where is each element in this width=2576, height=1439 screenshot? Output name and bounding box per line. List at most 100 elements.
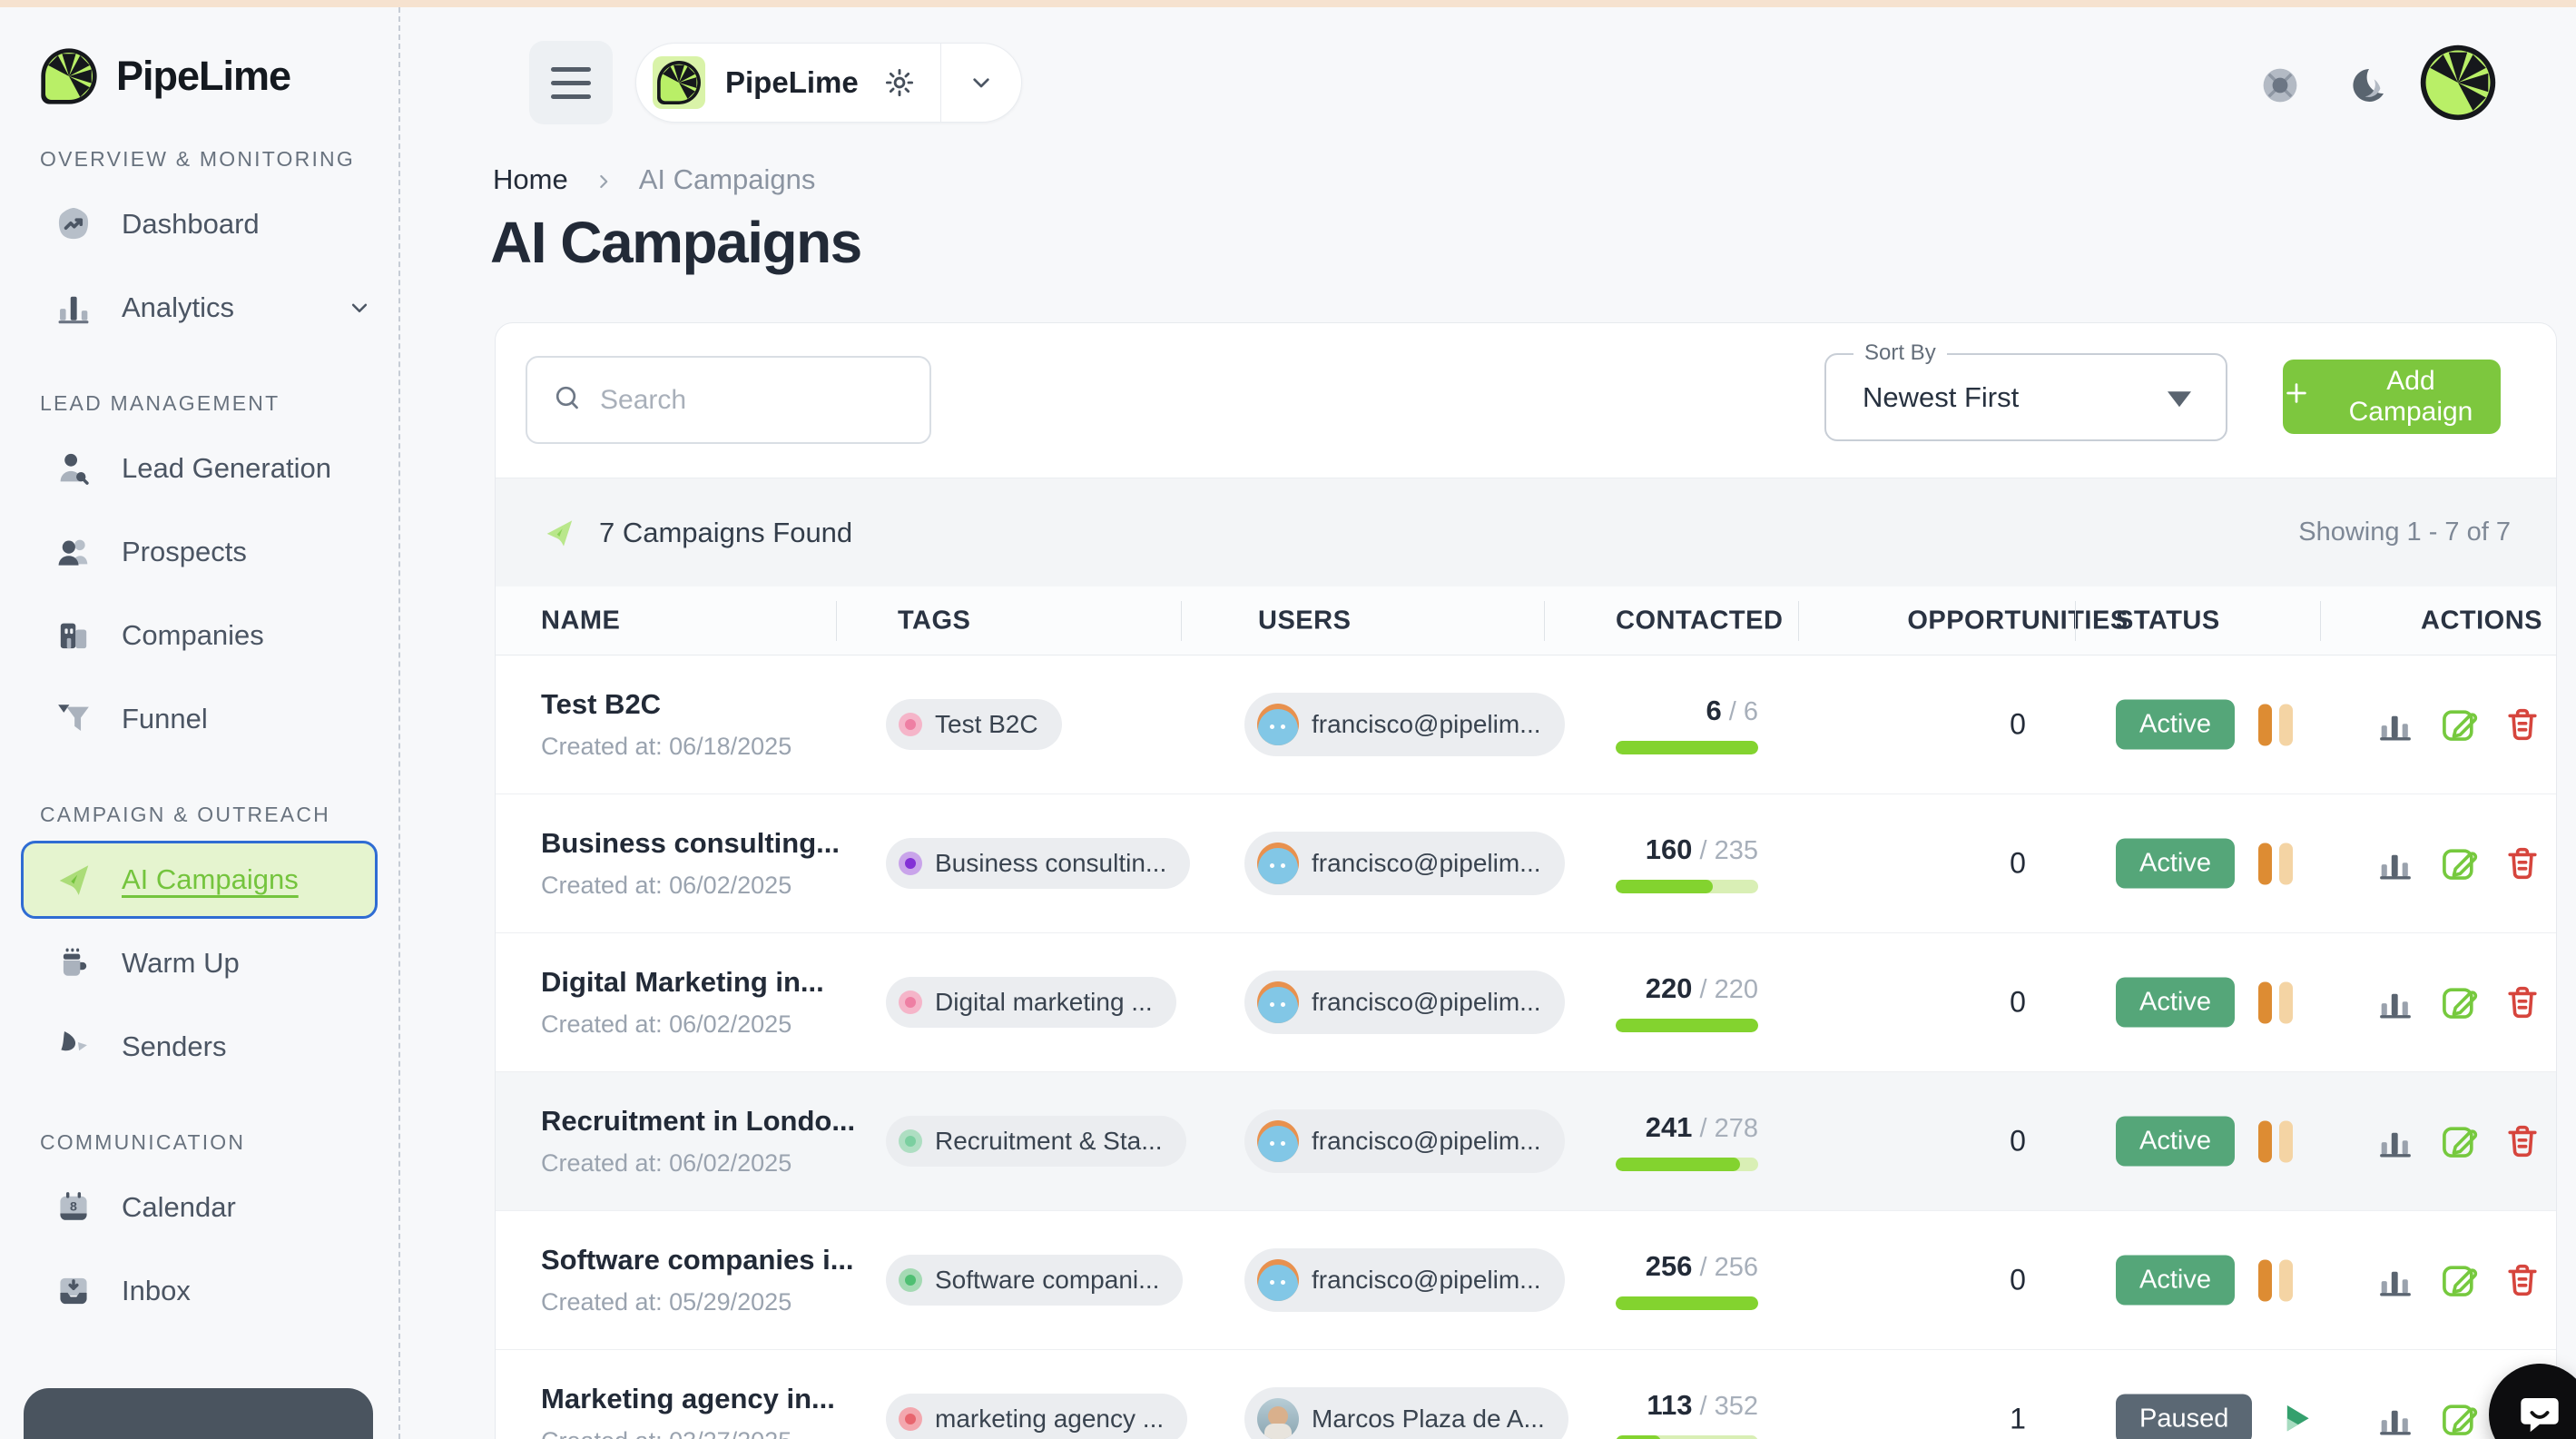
pause-campaign-button[interactable] [2257,981,2293,1023]
campaign-stats-icon[interactable] [2374,1259,2416,1301]
table-row[interactable]: Test B2C Created at: 06/18/2025 Test B2C… [496,655,2556,794]
column-header-status[interactable]: STATUS [2116,606,2220,635]
pause-campaign-button[interactable] [2257,1259,2293,1301]
sidebar-item-warm-up[interactable]: Warm Up [40,922,398,1005]
table-row[interactable]: Digital Marketing in... Created at: 06/0… [496,933,2556,1072]
delete-campaign-icon[interactable] [2502,1259,2543,1301]
sidebar-item-companies[interactable]: Companies [40,594,398,677]
opportunities-value: 0 [2010,707,2026,741]
campaign-created-date: Created at: 03/27/2025 [541,1427,835,1439]
help-icon[interactable] [2258,64,2302,107]
delete-campaign-icon[interactable] [2502,704,2543,745]
sidebar-item-senders[interactable]: Senders [40,1005,398,1089]
sidebar-item-funnel[interactable]: Funnel [40,677,398,761]
column-header-contacted[interactable]: CONTACTED [1616,606,1784,635]
campaign-name[interactable]: Digital Marketing in... [541,966,824,998]
tag-pill: Software compani... [886,1255,1184,1306]
sidebar-item-calendar[interactable]: 8 Calendar [40,1166,398,1249]
breadcrumb-home-link[interactable]: Home [493,163,568,195]
status-badge: Active [2116,838,2235,889]
calendar-icon: 8 [53,1187,94,1228]
table-row[interactable]: Marketing agency in... Created at: 03/27… [496,1350,2556,1439]
progress-bar [1616,741,1758,754]
resume-campaign-button[interactable] [2276,1399,2315,1439]
table-row[interactable]: Software companies i... Created at: 05/2… [496,1211,2556,1350]
sidebar-item-dashboard[interactable]: Dashboard [40,182,398,266]
tag-pill: Digital marketing ... [886,977,1176,1028]
name-cell: Digital Marketing in... Created at: 06/0… [541,966,824,1039]
user-pill: francisco@pipelim... [1244,693,1565,756]
search-box[interactable] [526,356,931,444]
contacted-cell: 241 / 278 [1616,1111,1758,1171]
campaign-stats-icon[interactable] [2374,1398,2416,1439]
sidebar-item-prospects[interactable]: Prospects [40,510,398,594]
contacted-count: 256 [1645,1250,1693,1282]
table-row[interactable]: Business consulting... Created at: 06/02… [496,794,2556,933]
header-divider [836,601,837,641]
menu-toggle-button[interactable] [529,41,613,124]
user-avatar [1257,1398,1299,1439]
campaign-created-date: Created at: 05/29/2025 [541,1288,792,1316]
page-title: AI Campaigns [490,210,862,275]
plus-icon [2283,379,2310,414]
funnel-icon [53,698,94,740]
table-body: Test B2C Created at: 06/18/2025 Test B2C… [496,655,2556,1439]
user-pill: francisco@pipelim... [1244,832,1565,895]
sidebar-profile-card[interactable] [24,1388,373,1439]
dark-mode-moon-icon[interactable] [2345,64,2389,107]
campaign-name[interactable]: Marketing agency in... [541,1383,835,1414]
add-campaign-button[interactable]: Add Campaign [2283,360,2501,434]
search-input[interactable] [600,384,906,416]
column-header-opportunities[interactable]: OPPORTUNITIES [1907,606,2129,635]
user-avatar [1257,1259,1299,1301]
chevron-right-icon [592,168,615,192]
tag-pill: marketing agency ... [886,1394,1188,1439]
campaign-name[interactable]: Recruitment in Londo... [541,1105,856,1137]
tag-color-dot [899,991,922,1014]
delete-campaign-icon[interactable] [2502,843,2543,884]
column-header-name[interactable]: NAME [541,606,621,635]
analytics-icon [53,287,94,329]
edit-campaign-icon[interactable] [2438,1398,2480,1439]
workspace-settings-gear-icon[interactable] [882,65,917,100]
user-avatar [1257,1120,1299,1162]
edit-campaign-icon[interactable] [2438,981,2480,1023]
tag-color-dot [899,713,922,736]
workspace-logo-icon [653,56,705,109]
edit-campaign-icon[interactable] [2438,704,2480,745]
edit-campaign-icon[interactable] [2438,843,2480,884]
campaign-name[interactable]: Business consulting... [541,827,840,859]
pause-campaign-button[interactable] [2257,704,2293,745]
edit-campaign-icon[interactable] [2438,1259,2480,1301]
pause-campaign-button[interactable] [2257,1120,2293,1162]
campaign-name[interactable]: Test B2C [541,688,662,720]
status-cell: Active [2116,699,2293,750]
campaign-stats-icon[interactable] [2374,704,2416,745]
delete-campaign-icon[interactable] [2502,1120,2543,1162]
sidebar-item-lead-generation[interactable]: Lead Generation [40,427,398,510]
table-row[interactable]: Recruitment in Londo... Created at: 06/0… [496,1072,2556,1211]
campaign-stats-icon[interactable] [2374,843,2416,884]
workspace-selector[interactable]: PipeLime [635,43,1022,123]
column-header-actions[interactable]: ACTIONS [2421,606,2542,635]
campaign-name[interactable]: Software companies i... [541,1244,854,1276]
sidebar-item-ai-campaigns[interactable]: AI Campaigns [21,838,398,922]
edit-campaign-icon[interactable] [2438,1120,2480,1162]
column-header-tags[interactable]: TAGS [898,606,971,635]
results-bar: 7 Campaigns Found Showing 1 - 7 of 7 [496,478,2556,586]
sidebar-item-analytics[interactable]: Analytics [40,266,398,350]
delete-campaign-icon[interactable] [2502,981,2543,1023]
sort-by-select[interactable]: Sort By Newest First [1824,340,2227,441]
status-cell: Active [2116,1255,2293,1306]
profile-avatar[interactable] [2419,44,2497,122]
column-header-users[interactable]: USERS [1258,606,1352,635]
sidebar-item-inbox[interactable]: Inbox [40,1249,398,1333]
pause-campaign-button[interactable] [2257,843,2293,884]
campaign-stats-icon[interactable] [2374,1120,2416,1162]
contacted-cell: 113 / 352 [1616,1389,1758,1439]
header-divider [1181,601,1182,641]
tag-pill: Recruitment & Sta... [886,1116,1186,1167]
workspace-chevron-down-icon[interactable] [967,68,996,97]
campaign-stats-icon[interactable] [2374,981,2416,1023]
tag-pill: Test B2C [886,699,1062,750]
